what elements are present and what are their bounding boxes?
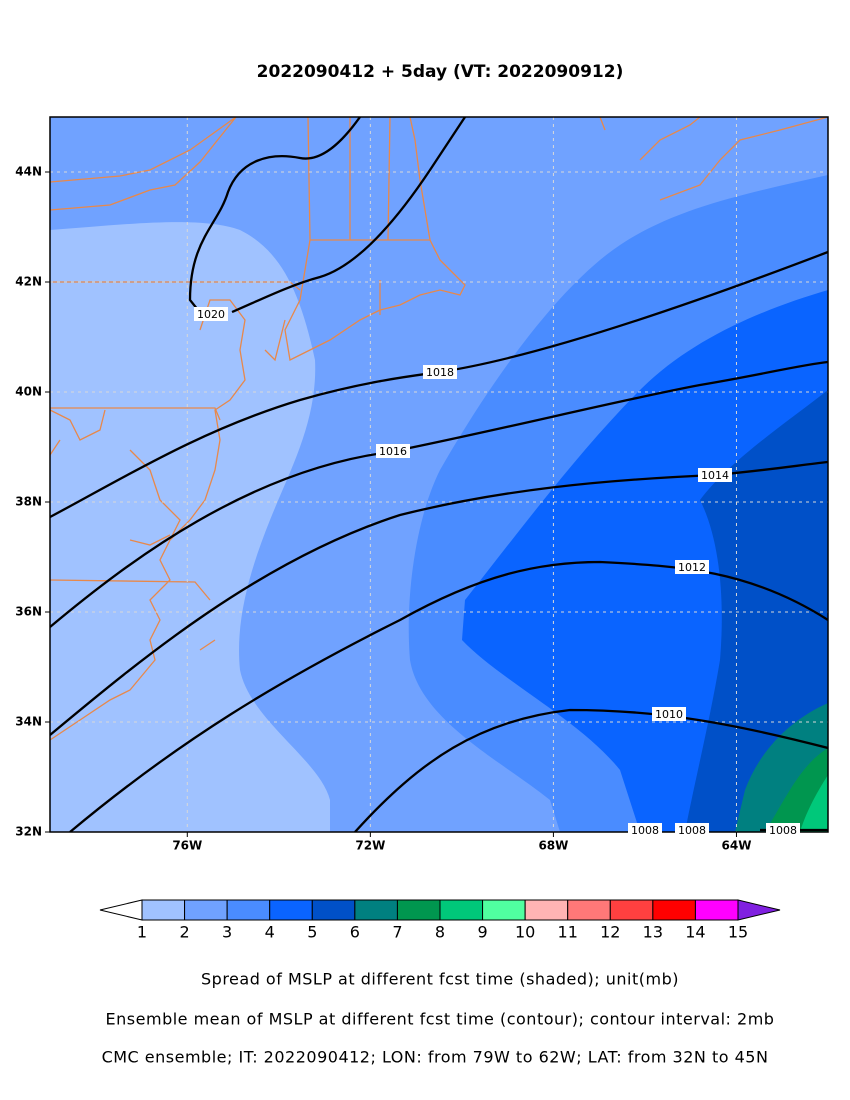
- title: 2022090412 + 5day (VT: 2022090912): [257, 62, 624, 82]
- caption: Spread of MSLP at different fcst time (s…: [201, 970, 679, 989]
- contour-label-bg: [376, 444, 410, 458]
- grid: 76W 72W 68W 64W 32N 34N 36N 38N 40N 42N 44N: [15, 117, 828, 853]
- colorbar-box: [396, 899, 441, 921]
- contour-label: 1008: [678, 824, 706, 837]
- colorbar-label: 3: [222, 923, 232, 942]
- colorbar-box: [311, 899, 356, 921]
- colorbar-label: 14: [685, 923, 705, 942]
- y-tick-label: 44N: [15, 165, 42, 179]
- colorbar-box: [482, 899, 526, 921]
- contour-line: [50, 460, 828, 736]
- contour-label: 1016: [379, 445, 407, 458]
- contour-label: 1008: [769, 824, 797, 837]
- shading: [50, 117, 828, 832]
- colorbar-box: [439, 899, 484, 921]
- map-frame: [49, 116, 829, 833]
- contour-label: 1010: [655, 708, 683, 721]
- colorbar-box: [694, 899, 739, 921]
- colorbar-box: [567, 899, 611, 921]
- colorbar-box: [652, 899, 696, 921]
- x-tick-label: 68W: [538, 839, 568, 853]
- y-tick-label: 42N: [15, 275, 42, 289]
- colorbar-label: 10: [515, 923, 535, 942]
- contour-label: 1008: [631, 824, 659, 837]
- colorbar-label: 2: [179, 923, 189, 942]
- colorbar-box: [354, 899, 398, 921]
- x-tick-label: 64W: [722, 839, 752, 853]
- colorbar-label: 12: [600, 923, 620, 942]
- contour-label: 1020: [197, 308, 225, 321]
- contour-label: 1012: [678, 561, 706, 574]
- contour-label-bg: [766, 823, 800, 837]
- labels: 1020 1018 1016 1014 1012 1010 1008 1008 1008: [194, 307, 800, 837]
- colorbar: 1 2 3 4 5 6 7 8 9 10 11 12 13 14 15: [99, 899, 781, 942]
- contour-label-bg: [423, 365, 457, 379]
- shaded-region: [50, 222, 330, 832]
- contour-line: [354, 708, 828, 832]
- colorbar-end: [737, 899, 781, 921]
- colorbar-label: 1: [137, 923, 147, 942]
- contour-label-bg: [675, 560, 709, 574]
- contour-line: [188, 117, 466, 314]
- caption: CMC ensemble; IT: 2022090412; LON: from …: [102, 1048, 769, 1067]
- y-tick-label: 38N: [15, 495, 42, 509]
- colorbar-end: [99, 899, 143, 921]
- colorbar-box: [184, 899, 228, 921]
- colorbar-label: 4: [265, 923, 275, 942]
- contour-label-bg: [652, 707, 686, 721]
- contour-line: [50, 250, 828, 519]
- colorbar-label: 7: [392, 923, 402, 942]
- colorbar-box: [524, 899, 569, 921]
- colorbar-label: 11: [558, 923, 578, 942]
- caption: Ensemble mean of MSLP at different fcst …: [106, 1010, 775, 1029]
- y-tick-label: 40N: [15, 385, 42, 399]
- colorbar-label: 9: [477, 923, 487, 942]
- colorbar-label: 6: [350, 923, 360, 942]
- colorbar-box: [141, 899, 186, 921]
- x-tick-label: 72W: [355, 839, 385, 853]
- x-tick-label: 76W: [172, 839, 202, 853]
- colorbar-box: [269, 899, 313, 921]
- colorbar-box: [226, 899, 271, 921]
- y-tick-label: 34N: [15, 715, 42, 729]
- contour-label-bg: [675, 823, 709, 837]
- colorbar-box: [609, 899, 654, 921]
- colorbar-label: 15: [728, 923, 748, 942]
- colorbar-label: 5: [307, 923, 317, 942]
- contour-label-bg: [698, 468, 732, 482]
- colorbar-label: 8: [435, 923, 445, 942]
- shaded-region: [800, 775, 828, 832]
- contour-line: [50, 360, 828, 628]
- y-tick-label: 36N: [15, 605, 42, 619]
- contour-label-bg: [628, 823, 662, 837]
- contour-label: 1014: [701, 469, 729, 482]
- contour-label-bg: [194, 307, 228, 321]
- colorbar-label: 13: [643, 923, 663, 942]
- y-tick-label: 32N: [15, 825, 42, 839]
- contour-label: 1018: [426, 366, 454, 379]
